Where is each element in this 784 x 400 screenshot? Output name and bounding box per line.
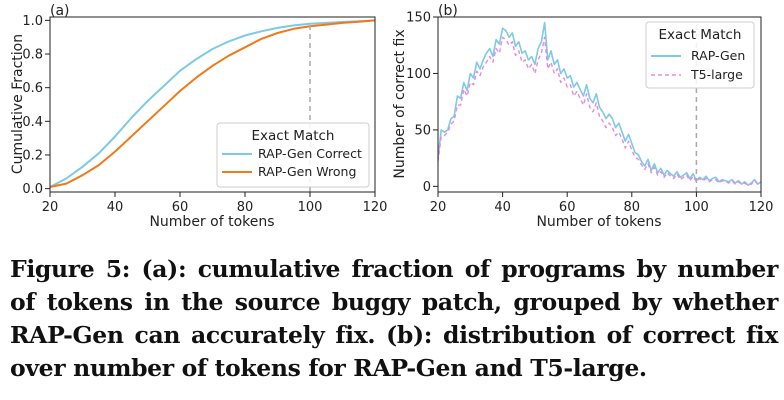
panel-b-line-rap-gen xyxy=(437,21,762,186)
panel-a-frame xyxy=(49,16,376,193)
panel-a-legend: Exact Match RAP-Gen Correct RAP-Gen Wron… xyxy=(216,122,370,188)
panel-b-line-t5-large xyxy=(437,36,762,186)
panel-a-y-axis: 0.0 0.2 0.4 0.6 0.8 1.0 xyxy=(22,14,50,197)
panel-a-ytick-label: 0.4 xyxy=(22,115,43,130)
panel-a-line-rap-gen-correct xyxy=(49,19,376,188)
panel-b-xtick-label: 100 xyxy=(684,200,709,215)
figure-caption: Figure 5: (a): cumulative fraction of pr… xyxy=(10,255,778,382)
panel-a: (a) 20 40 60 80 100 120 0.0 0.2 0.4 0.6 0.8 1.0 Nu… xyxy=(10,3,387,230)
panel-b-ytick-label: 100 xyxy=(406,67,431,82)
panel-b-xlabel: Number of tokens xyxy=(536,214,661,230)
panel-b-frame xyxy=(437,16,762,193)
figure-canvas: (a) 20 40 60 80 100 120 0.0 0.2 0.4 0.6 0.8 1.0 Nu… xyxy=(10,3,773,230)
panel-a-series xyxy=(49,19,376,188)
panel-a-ytick-label: 1.0 xyxy=(22,14,43,29)
panel-a-xtick-label: 20 xyxy=(42,200,59,215)
panel-b-ytick-label: 0 xyxy=(423,180,431,195)
panel-a-xtick-label: 80 xyxy=(237,200,254,215)
panel-a-xtick-label: 100 xyxy=(298,200,323,215)
panel-a-x-axis: 20 40 60 80 100 120 xyxy=(42,192,388,215)
panel-b-y-axis: 0 50 100 150 xyxy=(406,11,438,195)
panel-b-legend-rapgen: RAP-Gen xyxy=(691,48,745,63)
panel-b-legend: Exact Match RAP-Gen T5-large xyxy=(645,21,755,89)
panel-b-ytick-label: 150 xyxy=(406,11,431,26)
panel-b-ylabel: Number of correct fix xyxy=(392,29,408,178)
panel-a-label: (a) xyxy=(50,3,70,19)
panel-a-xtick-label: 120 xyxy=(363,200,388,215)
panel-b-series xyxy=(437,21,762,186)
panel-a-legend-title: Exact Match xyxy=(252,128,335,144)
panel-a-legend-correct: RAP-Gen Correct xyxy=(258,146,362,161)
panel-a-xtick-label: 40 xyxy=(107,200,124,215)
panel-a-xtick-label: 60 xyxy=(172,200,189,215)
panel-a-ylabel: Cumulative Fraction xyxy=(10,34,26,174)
panel-a-xlabel: Number of tokens xyxy=(149,214,274,230)
panel-b-xtick-label: 20 xyxy=(430,200,447,215)
panel-b-legend-box xyxy=(645,21,755,89)
panel-a-legend-wrong: RAP-Gen Wrong xyxy=(258,164,356,179)
panel-b: (b) 20 40 60 80 100 120 0 50 100 150 Number of t… xyxy=(392,3,773,230)
panel-a-ytick-label: 0.6 xyxy=(22,81,43,96)
panel-b-label: (b) xyxy=(438,3,458,19)
panel-b-legend-title: Exact Match xyxy=(659,27,742,43)
panel-a-ytick-label: 0.0 xyxy=(22,182,43,197)
panel-b-xtick-label: 80 xyxy=(624,200,641,215)
panel-b-xtick-label: 40 xyxy=(494,200,511,215)
panel-b-xtick-label: 60 xyxy=(559,200,576,215)
panel-a-line-rap-gen-wrong xyxy=(49,19,376,188)
panel-b-legend-t5: T5-large xyxy=(690,67,743,82)
panel-b-xtick-label: 120 xyxy=(749,200,774,215)
panel-a-legend-box xyxy=(216,122,370,188)
panel-b-x-axis: 20 40 60 80 100 120 xyxy=(430,192,774,215)
panel-a-ytick-label: 0.2 xyxy=(22,148,43,163)
panel-a-ytick-label: 0.8 xyxy=(22,48,43,63)
panel-b-ytick-label: 50 xyxy=(414,123,431,138)
